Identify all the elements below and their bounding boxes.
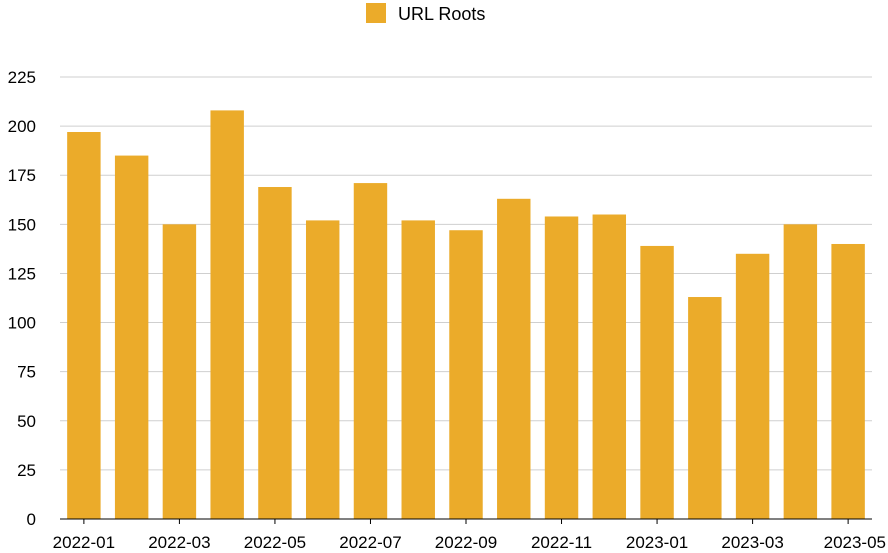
legend-label: URL Roots	[398, 4, 485, 24]
bar-2022-11	[544, 216, 579, 520]
bar-2022-10	[497, 198, 531, 520]
bar-2022-04	[210, 110, 244, 520]
y-tick-label: 150	[8, 215, 36, 234]
x-tick-label: 2023-05	[824, 533, 886, 552]
x-tick-label: 2022-11	[531, 533, 592, 552]
bar-2023-01	[640, 245, 674, 519]
y-tick-label: 75	[17, 363, 36, 382]
x-tick-label: 2023-03	[721, 533, 783, 552]
bar-2022-08	[401, 220, 435, 519]
x-tick-label: 2022-07	[339, 533, 401, 552]
y-tick-label: 100	[8, 314, 36, 333]
x-axis-ticks: 2022-01 2022-03 2022-05 2022-07 2022-09 2022-…	[53, 519, 886, 552]
y-tick-label: 0	[27, 510, 36, 529]
bar-2022-06	[305, 220, 340, 519]
bar-2022-02	[114, 155, 149, 519]
bar-2022-09	[449, 230, 483, 520]
y-tick-label: 175	[8, 166, 36, 185]
y-tick-label: 25	[17, 461, 36, 480]
bar-2023-02	[688, 297, 722, 519]
legend-swatch	[366, 3, 386, 23]
bar-2023-05	[831, 243, 865, 520]
bar-2022-01	[67, 132, 101, 519]
x-tick-label: 2022-01	[53, 533, 115, 552]
x-tick-label: 2023-01	[626, 533, 688, 552]
bars	[67, 110, 865, 520]
y-tick-label: 50	[17, 412, 36, 431]
x-tick-label: 2022-09	[435, 533, 497, 552]
x-tick-label: 2022-05	[244, 533, 306, 552]
bar-2023-03	[735, 253, 770, 520]
y-tick-label: 225	[8, 68, 36, 87]
legend: URL Roots	[366, 3, 485, 24]
bar-2022-05	[258, 187, 292, 519]
y-tick-label: 200	[8, 117, 36, 136]
bar-2022-12	[592, 214, 627, 519]
x-tick-label: 2022-03	[148, 533, 210, 552]
bar-2022-07	[353, 183, 388, 519]
bar-2022-03	[162, 224, 197, 519]
bar-2023-04	[783, 224, 818, 519]
y-axis-ticks: 0 25 50 75 100 125 150 175 200 225	[8, 68, 36, 529]
y-tick-label: 125	[8, 264, 36, 283]
